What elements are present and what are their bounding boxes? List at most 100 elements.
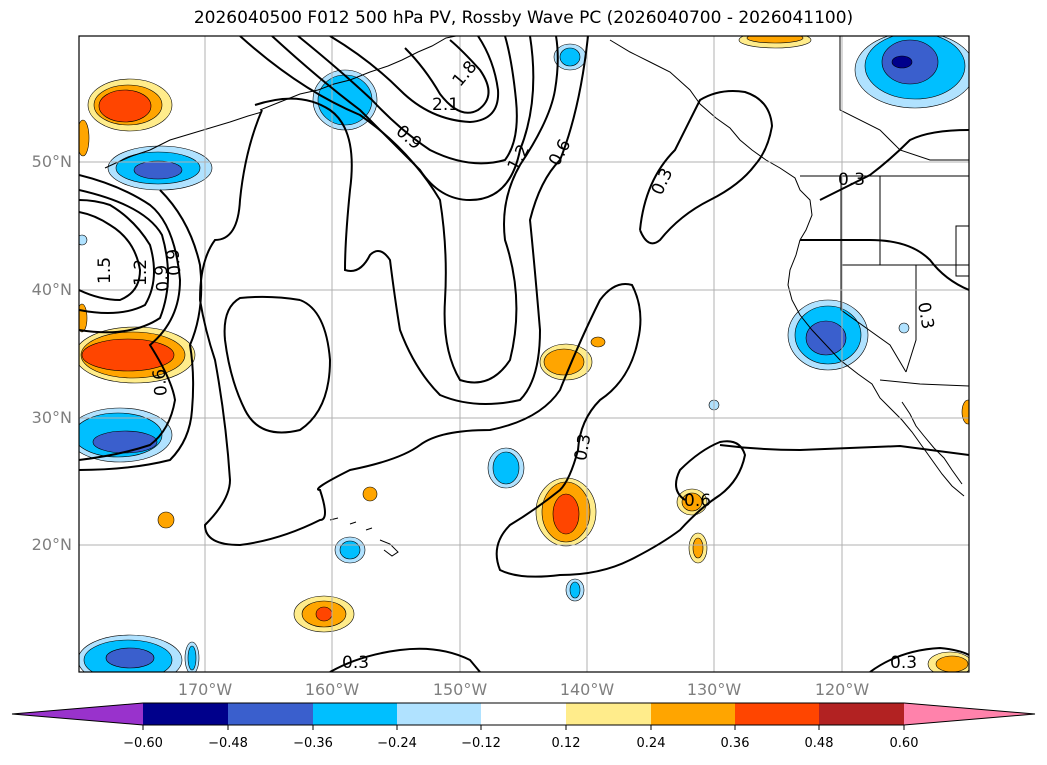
contour-label: 0.3 [571,432,595,462]
colorbar-segment [819,703,904,725]
contour-label: 1.5 [95,257,115,284]
latitude-label: 20°N [31,535,72,554]
plot-border [78,35,970,673]
shaded-region-negative [79,634,200,672]
shaded-region-positive [87,78,173,132]
latitude-label: 30°N [31,408,72,427]
shading-layer [79,36,969,672]
shaded-cell [81,338,175,372]
bc-coast [609,39,813,241]
contour-label: 0.3 [890,653,917,673]
colorbar-segment [397,703,481,725]
shaded-region-negative [79,407,173,463]
contour-line-0.6 [254,36,589,405]
shaded-region-negative [107,145,213,191]
shaded-cell [105,647,155,669]
colorbar-segment [313,703,397,725]
contour-label: 0.6 [150,368,172,397]
shaded-cell [362,486,378,502]
contour-label: 0.6 [684,491,711,511]
contour-line-2.1 [404,39,490,114]
contour-line-0.3-ne [639,90,774,245]
colorbar-segment [143,703,228,725]
shaded-cell [681,492,703,512]
shaded-cell [559,47,581,67]
state-border-5 [955,225,969,277]
state-border-3 [840,265,907,373]
colorbar-segment [735,703,819,725]
shaded-region-positive [79,36,969,672]
shaded-cell [552,493,580,535]
shaded-cell [492,451,520,485]
colorbar-tick-label: −0.36 [293,736,333,751]
colorbar-segment [481,703,566,725]
alaska-coast [259,36,457,111]
contour-line-0.3-south [329,647,481,672]
colorbar-tick-label: −0.12 [461,736,501,751]
colorbar-tick-label: 0.12 [551,736,581,751]
latitude-label: 50°N [31,152,72,171]
contour-line-west-1.5 [79,211,142,302]
contour-label: 2.1 [432,95,459,115]
shaded-cell [133,160,183,180]
contour-line-0.3-east [819,129,969,201]
pv-contours [79,36,969,672]
contour-line-0.3-main [198,109,747,578]
shaded-cell [157,511,175,529]
shaded-cell [79,119,90,157]
shaded-cell [891,55,913,69]
contour-label: 0.9 [152,264,174,293]
contour-label: 1.2 [131,259,151,286]
longitude-label: 120°W [814,680,870,699]
shaded-cell [79,234,88,246]
contour-line-1.8 [329,36,500,124]
canada-interior [839,36,969,161]
shaded-cell [98,89,152,123]
shaded-cell [935,655,969,672]
contour-line-1.2 [271,36,535,202]
shaded-region-positive [79,326,196,384]
shaded-cell [543,348,585,376]
shaded-region-negative [854,36,969,109]
shaded-cell [590,336,606,348]
colorbar-extend-low [12,703,143,725]
aleutian-chain [104,111,263,169]
colorbar-tick-label: 0.36 [720,736,750,751]
colorbar-tick-label: 0.60 [889,736,919,751]
longitude-label: 160°W [304,680,360,699]
colorbar-segment [228,703,313,725]
latitude-label: 40°N [31,280,72,299]
shaded-region-negative [787,299,869,371]
shaded-cell [692,537,704,559]
contour-line-west-0.6 [79,174,182,461]
shaded-cell [315,606,333,622]
contour-line-0.3-se [869,646,969,672]
colorbar-tick-label: 0.24 [636,736,666,751]
colorbar-segment [651,703,735,725]
contour-line-1.5 [297,36,518,165]
shaded-cell [92,430,158,454]
contour-label: 0.3 [838,170,865,190]
contour-line-west-0.3 [79,189,203,471]
contour-label: 0.9 [163,248,185,277]
map-title: 2026040500 F012 500 hPa PV, Rossby Wave … [193,8,854,28]
contour-line-0.3-sw [719,444,969,456]
contour-line-west-1.2 [79,199,155,314]
contour-line-0.9 [239,36,559,384]
coastline-layer [104,36,969,557]
colorbar-tick-label: −0.24 [377,736,417,751]
colorbar-extend-high [904,703,1035,725]
shaded-cell [961,399,969,425]
shaded-cell [898,322,910,334]
us-west-coast [787,239,965,497]
mexico-border [879,379,969,387]
shaded-cell [746,36,804,44]
longitude-label: 170°W [177,680,233,699]
colorbar-tick-label: 0.48 [804,736,834,751]
longitude-label: 150°W [432,680,488,699]
contour-label: 0.3 [342,653,369,673]
shaded-cell [187,645,197,671]
contour-line-0.3-left [223,295,332,434]
colorbar-segment [566,703,651,725]
